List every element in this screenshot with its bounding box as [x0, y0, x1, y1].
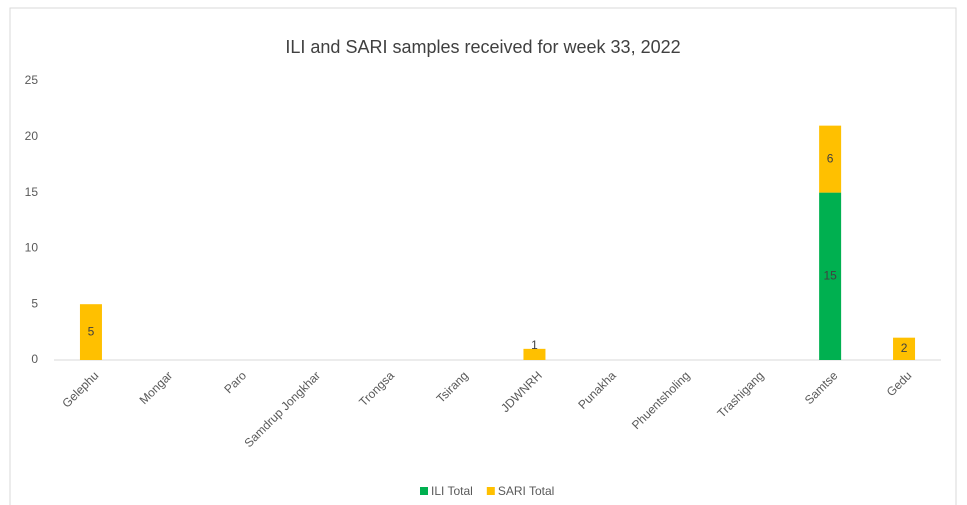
x-tick-label: Paro	[221, 368, 249, 396]
legend-swatch	[420, 487, 428, 495]
x-tick-label: Gelephu	[59, 368, 101, 410]
bar-segment	[819, 125, 842, 193]
y-tick-label: 0	[31, 352, 38, 366]
x-tick-label: Mongar	[137, 368, 176, 407]
y-tick-label: 10	[25, 241, 39, 255]
x-tick-label: Tsirang	[434, 368, 471, 405]
chart-title: ILI and SARI samples received for week 3…	[285, 37, 680, 57]
y-tick-label: 15	[25, 185, 39, 199]
x-tick-label: Phuentsholing	[629, 368, 693, 432]
bar-segment	[819, 192, 842, 360]
x-tick-label: Punakha	[575, 368, 619, 412]
chart-border	[9, 7, 957, 505]
x-tick-label: Samtse	[802, 368, 841, 407]
data-label: 1	[531, 338, 538, 352]
y-tick-label: 20	[25, 129, 39, 143]
y-tick-label: 5	[31, 296, 38, 310]
legend-label: ILI Total	[431, 484, 473, 498]
bar-segment	[893, 337, 916, 360]
legend-swatch	[486, 487, 495, 495]
legend-label: SARI Total	[498, 484, 554, 498]
data-label: 2	[901, 341, 908, 355]
x-tick-label: Trashigang	[715, 368, 767, 420]
x-tick-label: JDWNRH	[498, 368, 545, 415]
x-tick-label: Gedu	[884, 368, 915, 399]
bar-segment	[523, 348, 546, 360]
x-tick-label: Trongsa	[356, 368, 397, 409]
y-tick-label: 25	[25, 73, 39, 87]
data-label: 6	[827, 151, 834, 165]
data-label: 15	[823, 268, 837, 282]
x-tick-label: Samdrup Jongkhar	[241, 368, 323, 450]
bar-segment	[79, 304, 102, 360]
data-label: 5	[88, 324, 95, 338]
